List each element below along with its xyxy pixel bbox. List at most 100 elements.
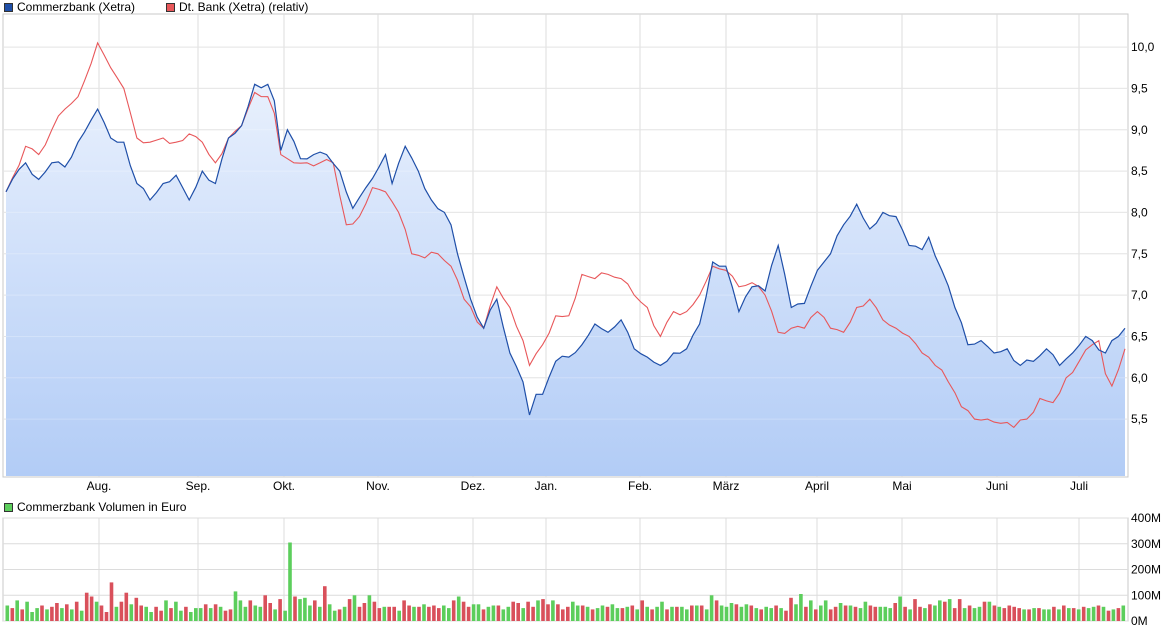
volume-bar [590, 609, 595, 621]
legend-label-deutsche-bank: Dt. Bank (Xetra) (relativ) [179, 0, 309, 14]
volume-bar [1116, 608, 1121, 621]
price-chart: 10,0 9,5 9,0 8,5 8,0 7,5 7,0 6,5 6,0 5,5 Aug. Sep. O… [2, 13, 1155, 493]
volume-bar [20, 609, 24, 621]
volume-bar [804, 606, 808, 621]
volume-bar [814, 609, 818, 621]
price-y-tick-label: 9,0 [1131, 123, 1148, 137]
volume-bar [154, 606, 158, 621]
commerzbank-line [5, 83, 1126, 416]
volume-bar [407, 605, 411, 621]
volume-bar [283, 610, 287, 621]
volume-bar [521, 608, 525, 621]
volume-bar [833, 606, 838, 621]
volume-bar [35, 608, 39, 621]
volume-bar [873, 606, 878, 621]
volume-bar [60, 608, 64, 621]
volume-y-tick-label: 100M [1131, 588, 1161, 602]
volume-bar [799, 594, 803, 621]
volume-bar [218, 606, 223, 621]
volume-bar [853, 606, 858, 621]
price-y-tick-label: 9,5 [1131, 81, 1148, 95]
volume-bar [923, 608, 927, 621]
volume-bar [779, 608, 783, 621]
volume-bar [615, 608, 620, 621]
volume-y-tick-label: 0M [1131, 614, 1148, 628]
volume-bar [561, 609, 565, 621]
volume-bar [189, 612, 193, 621]
volume-bar [1042, 609, 1046, 621]
volume-bar [526, 601, 530, 621]
volume-bar [863, 601, 868, 621]
volume-bar [977, 606, 982, 621]
volume-bar [198, 608, 203, 621]
volume-bar [1076, 609, 1081, 621]
volume-bar [174, 601, 178, 621]
volume-bar [843, 605, 848, 621]
price-x-tick-label: Juli [1070, 479, 1088, 493]
volume-bar [695, 605, 699, 621]
volume-bar [670, 606, 674, 621]
legend-deutsche-bank: Dt. Bank (Xetra) (relativ) [166, 0, 308, 14]
volume-bar [1086, 608, 1091, 621]
volume-bar [838, 603, 843, 621]
legend-swatch-red [166, 2, 175, 12]
volume-bar [466, 606, 471, 621]
volume-bar [109, 582, 114, 621]
volume-bar [1012, 606, 1016, 621]
volume-bar [89, 596, 94, 621]
volume-bar [417, 606, 421, 621]
volume-bar [898, 596, 902, 621]
volume-bar [1002, 608, 1007, 621]
volume-bar [308, 605, 312, 621]
volume-bar [769, 608, 773, 621]
volume-bar [828, 609, 833, 621]
volume-bar [164, 600, 168, 621]
volume-bar [585, 606, 590, 621]
volume-bar [258, 606, 263, 621]
volume-bar [774, 605, 778, 621]
volume-bar [734, 604, 739, 621]
volume-bar [918, 606, 922, 621]
volume-bar [318, 606, 322, 621]
volume-bar [337, 609, 342, 621]
volume-bar [293, 596, 297, 621]
volume-bar [556, 604, 560, 621]
volume-bar [84, 592, 89, 621]
volume-bar [764, 606, 768, 621]
volume-bar [342, 606, 347, 621]
volume-bar [868, 605, 873, 621]
price-y-tick-label: 5,5 [1131, 412, 1148, 426]
volume-bar [571, 601, 575, 621]
volume-bar [357, 606, 362, 621]
volume-bar [288, 542, 292, 621]
volume-bar [362, 603, 367, 621]
volume-bar [40, 605, 44, 621]
volume-bar [685, 609, 689, 621]
volume-bar [511, 601, 515, 621]
volume-bar [928, 604, 932, 621]
volume-bar [228, 609, 233, 621]
volume-bar [997, 606, 1002, 621]
legend-commerzbank: Commerzbank (Xetra) [4, 0, 135, 14]
volume-bar [367, 595, 372, 622]
price-x-tick-label: Juni [986, 479, 1008, 493]
price-x-tick-label: Feb. [628, 479, 652, 493]
volume-bar [377, 608, 382, 621]
volume-bar [947, 599, 952, 621]
volume-bar [566, 606, 570, 621]
volume-bar [665, 609, 669, 621]
volume-bar [680, 606, 684, 621]
deutsche-bank-line [5, 41, 1126, 429]
volume-bar [878, 606, 883, 621]
volume-bar [392, 606, 396, 621]
volume-bar [263, 595, 267, 622]
volume-bar [809, 600, 813, 621]
volume-bar [169, 608, 173, 621]
volume-bar [1062, 605, 1066, 621]
volume-bar [327, 604, 332, 621]
volume-bar [640, 600, 644, 621]
volume-bar [1037, 608, 1041, 621]
volume-bar [580, 605, 585, 621]
volume-bar [903, 606, 907, 621]
